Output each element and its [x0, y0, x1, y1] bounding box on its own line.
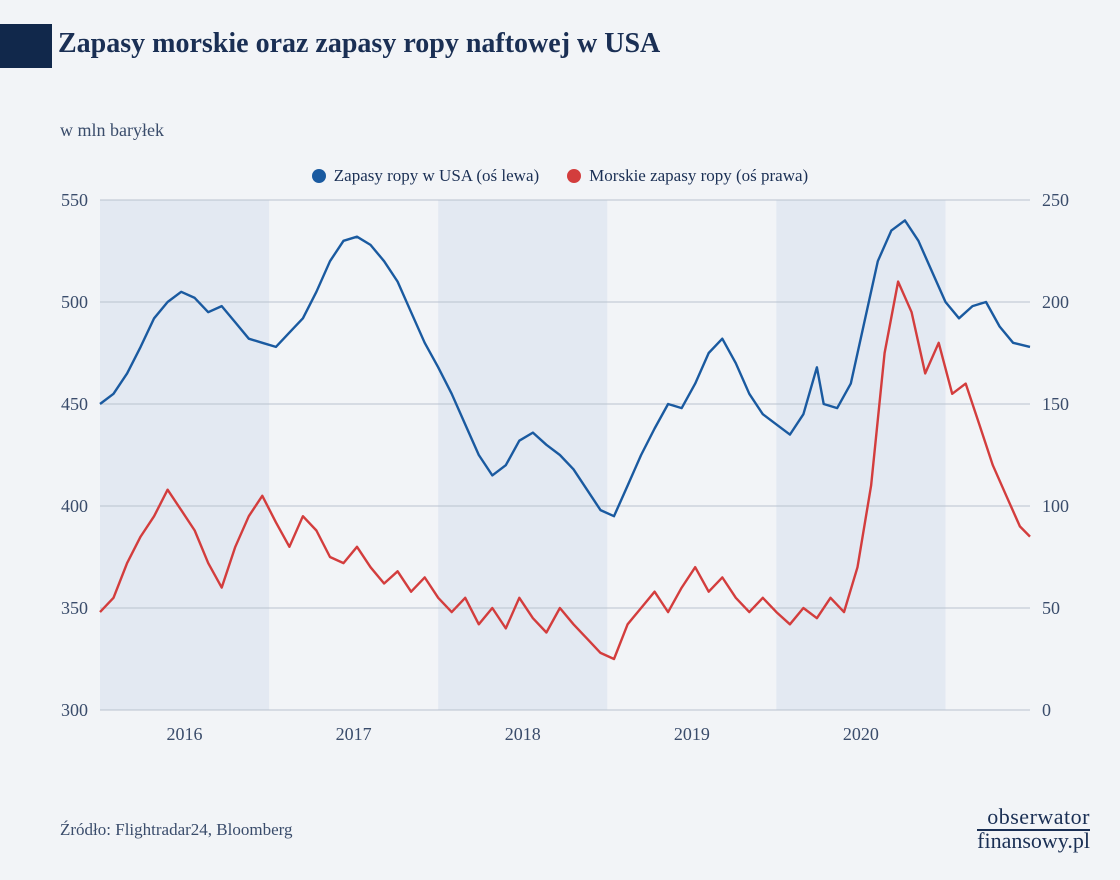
svg-text:450: 450: [61, 394, 88, 414]
brand-line2: finansowy.pl: [977, 831, 1090, 852]
legend-item-usa: Zapasy ropy w USA (oś lewa): [312, 166, 539, 186]
legend-dot-sea: [567, 169, 581, 183]
svg-text:50: 50: [1042, 598, 1060, 618]
svg-text:350: 350: [61, 598, 88, 618]
chart-subtitle: w mln baryłek: [60, 120, 164, 141]
svg-text:400: 400: [61, 496, 88, 516]
svg-text:2016: 2016: [167, 724, 203, 744]
svg-text:2018: 2018: [505, 724, 541, 744]
chart-area: 300 350 400 450 500 550 0 50 100 150 200 250 2016 201…: [0, 190, 1120, 760]
svg-text:100: 100: [1042, 496, 1069, 516]
source-text: Źródło: Flightradar24, Bloomberg: [60, 820, 292, 840]
svg-text:250: 250: [1042, 190, 1069, 210]
legend-item-sea: Morskie zapasy ropy (oś prawa): [567, 166, 808, 186]
title-accent-box: [0, 24, 52, 68]
brand-logo: obserwator finansowy.pl: [977, 807, 1090, 852]
svg-text:500: 500: [61, 292, 88, 312]
svg-text:2020: 2020: [843, 724, 879, 744]
legend-label-sea: Morskie zapasy ropy (oś prawa): [589, 166, 808, 186]
svg-text:550: 550: [61, 190, 88, 210]
chart-svg: 300 350 400 450 500 550 0 50 100 150 200 250 2016 201…: [0, 190, 1120, 760]
chart-title: Zapasy morskie oraz zapasy ropy naftowej…: [52, 22, 660, 66]
svg-text:2019: 2019: [674, 724, 710, 744]
legend: Zapasy ropy w USA (oś lewa) Morskie zapa…: [0, 166, 1120, 186]
legend-dot-usa: [312, 169, 326, 183]
svg-text:2017: 2017: [336, 724, 372, 744]
title-bar: Zapasy morskie oraz zapasy ropy naftowej…: [0, 24, 660, 68]
svg-text:200: 200: [1042, 292, 1069, 312]
svg-text:0: 0: [1042, 700, 1051, 720]
svg-text:300: 300: [61, 700, 88, 720]
svg-text:150: 150: [1042, 394, 1069, 414]
legend-label-usa: Zapasy ropy w USA (oś lewa): [334, 166, 539, 186]
